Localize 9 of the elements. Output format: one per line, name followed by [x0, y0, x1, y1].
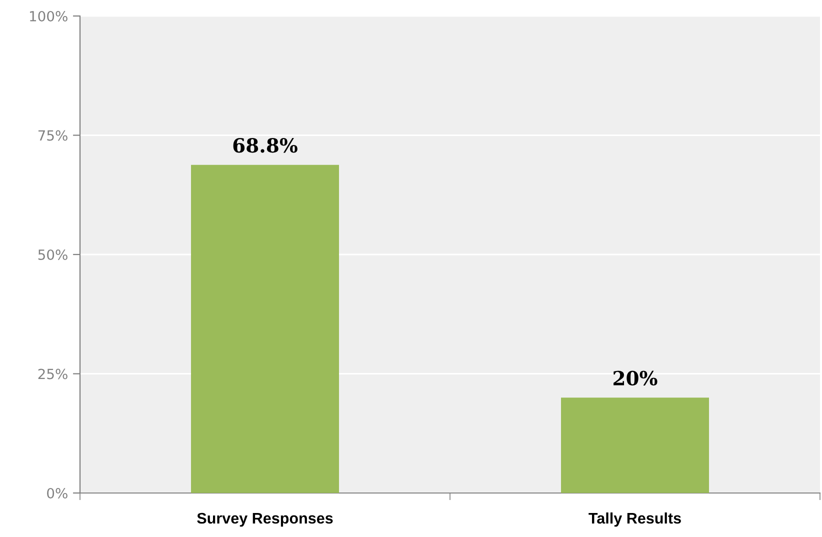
y-tick-label: 50%	[38, 249, 68, 260]
data-label: 20%	[614, 370, 658, 386]
y-tick-label: 0%	[47, 488, 68, 498]
y-tick-label: 25%	[38, 368, 68, 380]
y-tick-label: 75%	[38, 130, 68, 141]
y-tick-label: 100%	[30, 10, 68, 22]
x-tick-label: Survey Responses	[197, 512, 333, 527]
data-label: 68.8%	[233, 138, 298, 153]
x-tick-label: Tally Results	[588, 512, 681, 527]
